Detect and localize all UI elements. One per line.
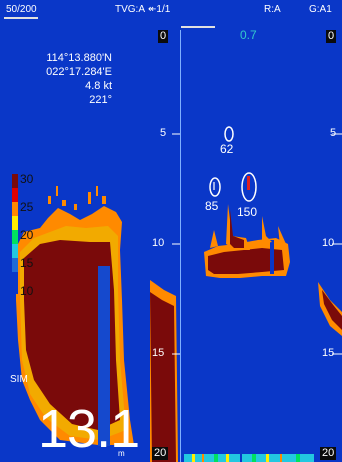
bottom-color-strip	[184, 454, 314, 462]
left-bottom-echo	[16, 206, 134, 446]
target-label-150: 150	[237, 205, 258, 219]
latitude: 022°17.284'E	[46, 66, 112, 78]
scale-label: 10	[20, 284, 34, 298]
depth-tick-left: 5	[160, 127, 167, 139]
depth-tick-left: 20	[152, 447, 169, 460]
depth-tick-right: 20	[320, 447, 337, 460]
depth-tick-left: 0	[158, 30, 169, 43]
range-readout: 0.7	[240, 28, 257, 42]
range-mode[interactable]: R:A	[264, 4, 281, 15]
right-edge-echo	[318, 282, 342, 336]
longitude: 114°13.880'N	[46, 52, 112, 64]
depth-tick-right: 0	[326, 30, 337, 43]
scale-label: 15	[20, 256, 34, 270]
gain-mode[interactable]: G:A1	[309, 4, 332, 15]
right-bottom-echo	[204, 204, 290, 278]
sim-mode-label: SIM	[10, 374, 28, 385]
target-oval-150[interactable]	[241, 172, 257, 202]
panel-divider	[180, 28, 181, 462]
depth-tick-right: 10	[322, 237, 335, 249]
target-oval-62[interactable]	[224, 126, 234, 142]
target-label-85: 85	[205, 199, 219, 213]
depth-tick-left: 10	[152, 237, 165, 249]
scale-label: 30	[20, 172, 34, 186]
depth-tick-left: 15	[152, 347, 165, 359]
target-fish-mark	[213, 182, 215, 190]
right-panel-progress	[181, 26, 215, 28]
scale-label: 25	[20, 200, 34, 214]
arrow-left-icon: ↞	[148, 4, 157, 15]
depth-tick-right: 15	[322, 347, 335, 359]
depth-unit: m	[118, 449, 125, 458]
heading: 221°	[89, 94, 112, 106]
left-fish-speckle	[48, 186, 106, 210]
ping-progress	[4, 17, 38, 19]
status-bar: 50/200 TVG:A ↞1/1 R:A G:A1	[0, 0, 342, 30]
scale-label: 20	[20, 228, 34, 242]
depth-value: 13.1	[38, 399, 140, 459]
depth-ticks	[172, 133, 342, 355]
target-oval-85[interactable]	[209, 177, 221, 197]
depth-tick-right: 5	[330, 127, 337, 139]
position-readout: 114°13.880'N 022°17.284'E 4.8 kt 221°	[20, 52, 112, 116]
target-fish-mark	[247, 176, 250, 190]
color-scale-bar	[12, 174, 18, 294]
ping-count: 50/200	[6, 4, 37, 15]
mid-bottom-echo	[150, 280, 178, 462]
target-label-62: 62	[220, 142, 234, 156]
speed: 4.8 kt	[85, 80, 112, 92]
frame-counter[interactable]: ↞1/1	[148, 4, 171, 15]
tvg-mode[interactable]: TVG:A	[115, 4, 146, 15]
